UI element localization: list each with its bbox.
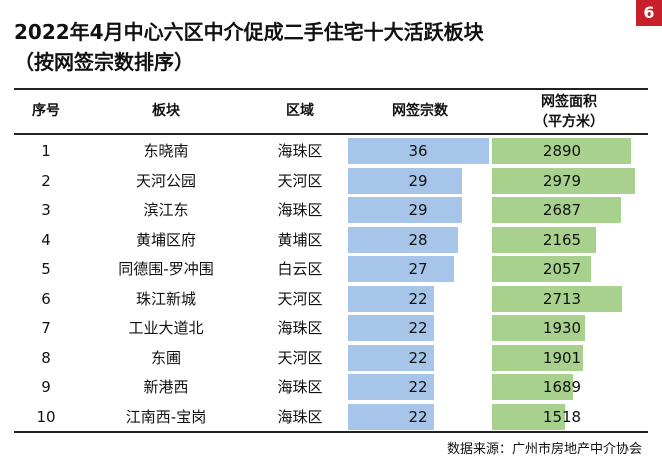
deals-bar	[348, 256, 454, 282]
deals-value: 28	[408, 230, 428, 249]
area-bar	[492, 167, 635, 194]
header-area-unit: （平方米）	[534, 114, 604, 130]
deals-value: 22	[408, 378, 428, 396]
block-cell: 工业大道北	[128, 319, 204, 337]
area-bar	[492, 138, 631, 164]
district-cell: 天河区	[277, 171, 323, 190]
area-bar	[492, 403, 565, 430]
deals-bar	[348, 374, 435, 400]
table-row: 7 工业大道北 海珠区 22 1930	[14, 313, 648, 343]
table-bottom-rule	[14, 431, 648, 433]
area-value: 1689	[542, 378, 582, 396]
page-number-badge: 6	[636, 0, 662, 26]
deals-bar	[348, 226, 458, 253]
deals-value: 27	[408, 260, 428, 278]
area-bar	[492, 256, 591, 282]
deals-value: 29	[408, 201, 428, 219]
area-bar	[492, 315, 585, 341]
area-value: 2713	[542, 289, 582, 308]
header-area: 网签面积	[541, 94, 597, 110]
area-value: 2165	[542, 230, 582, 249]
deals-bar	[348, 138, 489, 164]
area-value: 1901	[542, 348, 582, 367]
table-row: 5 同德围-罗冲围 白云区 27 2057	[14, 254, 648, 284]
area-bar	[492, 344, 584, 371]
table-row: 4 黄埔区府 黄埔区 28 2165	[14, 225, 648, 255]
deals-bar	[348, 315, 435, 341]
area-bar	[492, 285, 623, 312]
chart-subtitle: （按网签宗数排序）	[14, 50, 194, 74]
rank-cell: 6	[41, 289, 51, 308]
rank-cell: 3	[41, 201, 51, 219]
deals-value: 36	[408, 142, 428, 160]
rank-cell: 9	[41, 378, 51, 396]
district-cell: 天河区	[277, 289, 323, 308]
rank-cell: 2	[41, 171, 51, 190]
rank-cell: 8	[41, 348, 51, 367]
deals-value: 22	[408, 348, 428, 367]
table-row: 6 珠江新城 天河区 22 2713	[14, 284, 648, 314]
table-row: 3 滨江东 海珠区 29 2687	[14, 195, 648, 225]
block-cell: 珠江新城	[135, 289, 196, 308]
area-value: 2057	[542, 260, 582, 278]
rank-cell: 10	[36, 407, 56, 426]
district-cell: 海珠区	[277, 378, 323, 396]
table-row: 10 江南西-宝岗 海珠区 22 1518	[14, 402, 648, 432]
deals-bar	[348, 403, 435, 430]
table-row: 2 天河公园 天河区 29 2979	[14, 166, 648, 196]
data-source-note: 数据来源：广州市房地产中介协会	[446, 442, 642, 457]
area-value: 1518	[542, 407, 582, 426]
rank-cell: 5	[41, 260, 51, 278]
deals-value: 22	[408, 407, 428, 426]
block-cell: 黄埔区府	[135, 230, 196, 249]
deals-bar	[348, 285, 435, 312]
table-header-rule	[14, 133, 648, 135]
rank-cell: 4	[41, 230, 51, 249]
header-block: 板块	[152, 103, 180, 119]
area-value: 2890	[542, 142, 582, 160]
deals-bar	[348, 344, 435, 371]
chart-title: 2022年4月中心六区中介促成二手住宅十大活跃板块	[14, 20, 484, 44]
area-value: 1930	[542, 319, 582, 337]
block-cell: 江南西-宝岗	[125, 407, 207, 426]
deals-bar	[348, 167, 462, 194]
district-cell: 海珠区	[277, 201, 323, 219]
table-top-rule	[14, 88, 648, 90]
area-value: 2687	[542, 201, 582, 219]
area-value: 2979	[542, 171, 582, 190]
district-cell: 天河区	[277, 348, 323, 367]
deals-value: 22	[408, 319, 428, 337]
rank-cell: 1	[41, 142, 51, 160]
block-cell: 滨江东	[143, 201, 189, 219]
district-cell: 海珠区	[277, 142, 323, 160]
table-row: 1 东晓南 海珠区 36 2890	[14, 136, 648, 166]
header-district: 区域	[286, 103, 314, 119]
deals-bar	[348, 197, 462, 223]
header-deals: 网签宗数	[392, 103, 448, 119]
table-row: 8 东圃 天河区 22 1901	[14, 343, 648, 373]
district-cell: 海珠区	[277, 319, 323, 337]
table-row: 9 新港西 海珠区 22 1689	[14, 372, 648, 402]
block-cell: 东圃	[150, 348, 181, 367]
deals-value: 22	[408, 289, 428, 308]
district-cell: 海珠区	[277, 407, 323, 426]
district-cell: 黄埔区	[277, 230, 323, 249]
block-cell: 天河公园	[135, 171, 196, 190]
block-cell: 东晓南	[143, 142, 189, 160]
block-cell: 同德围-罗冲围	[118, 260, 214, 278]
header-rank: 序号	[32, 103, 60, 119]
block-cell: 新港西	[143, 378, 189, 396]
rank-cell: 7	[41, 319, 51, 337]
district-cell: 白云区	[277, 260, 323, 278]
area-bar	[492, 197, 621, 223]
area-bar	[492, 374, 574, 400]
area-bar	[492, 226, 596, 253]
deals-value: 29	[408, 171, 428, 190]
